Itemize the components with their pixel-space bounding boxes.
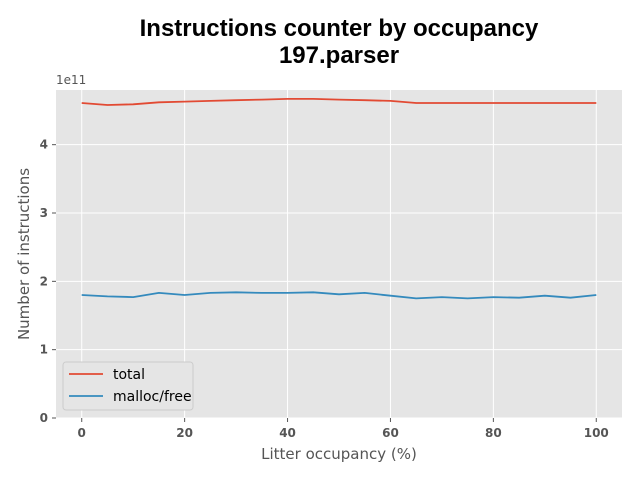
y-tick-label: 2 [40,274,48,288]
series-line-malloc-free [81,291,597,300]
chart-title: Instructions counter by occupancy [140,15,539,42]
y-tick-label: 4 [40,138,48,152]
x-ticks: 0 20 40 60 80 100 [78,418,609,440]
x-tick-label: 20 [176,426,193,440]
y-tick-label: 0 [40,411,48,425]
x-tick-label: 80 [485,426,502,440]
chart-subtitle: 197.parser [279,42,399,69]
series-line-total [81,98,597,106]
y-tick-label: 1 [40,343,48,357]
x-tick-label: 40 [279,426,296,440]
legend-label-malloc-free: malloc/free [113,389,192,405]
x-tick-label: 60 [382,426,399,440]
series-group [81,98,597,300]
y-axis-label: Number of instructions [15,168,33,340]
grid [56,90,622,419]
y-ticks: 0 1 2 3 4 [40,138,56,425]
y-offset-label: 1e11 [56,73,86,87]
legend-label-total: total [113,367,145,383]
x-tick-label: 100 [584,426,609,440]
y-tick-label: 3 [40,206,48,220]
legend: total malloc/free [62,361,194,411]
x-tick-label: 0 [78,426,86,440]
x-axis-label: Litter occupancy (%) [261,445,417,463]
